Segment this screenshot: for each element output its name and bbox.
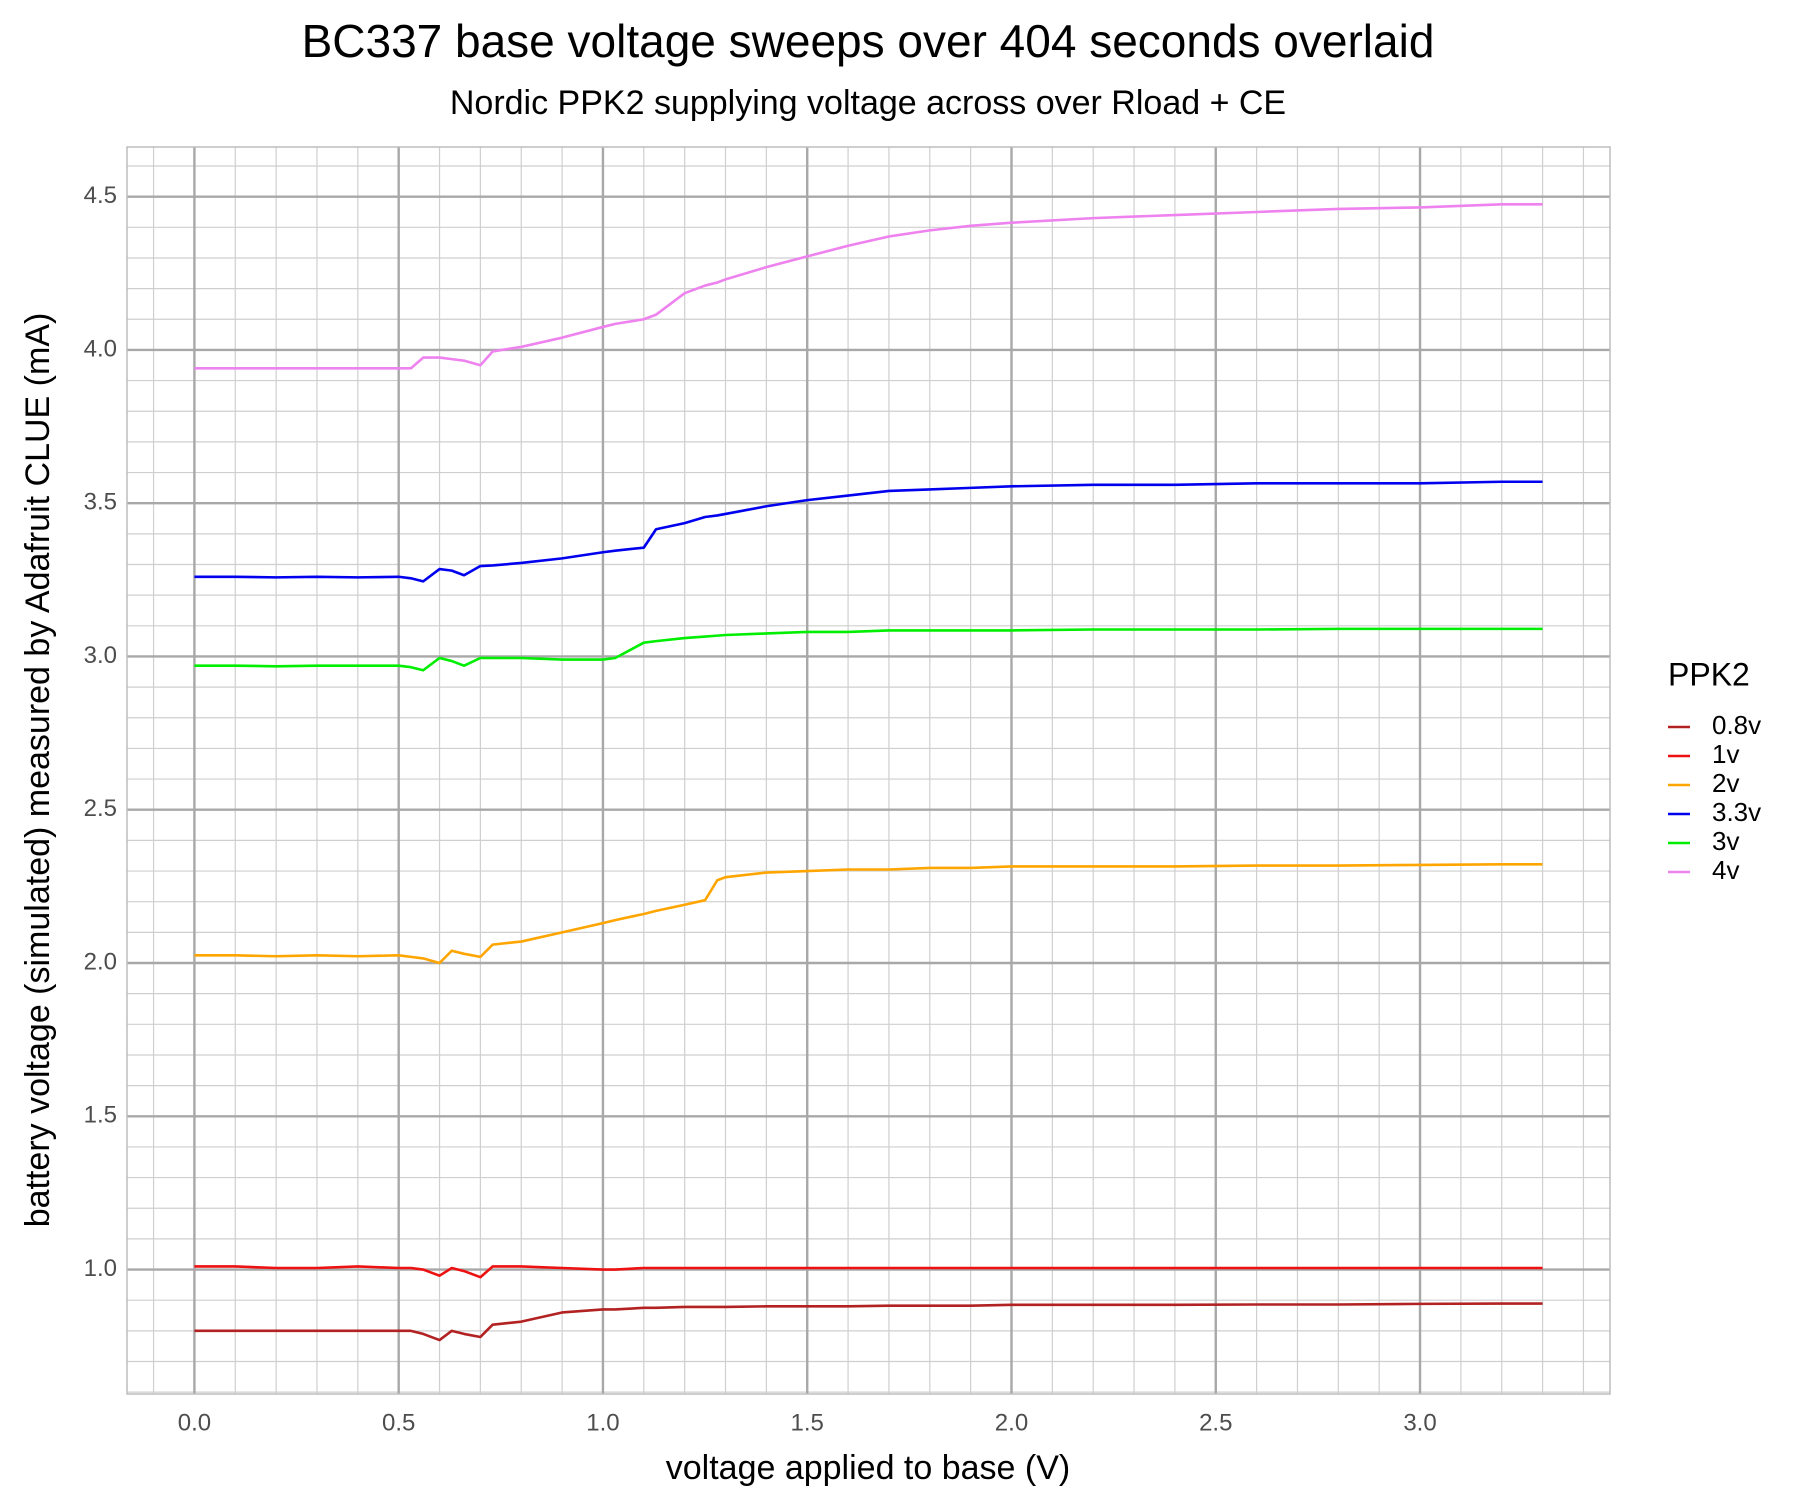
x-tick-label: 0.5 — [382, 1409, 415, 1436]
y-tick-label: 2.5 — [84, 795, 117, 822]
y-tick-label: 4.0 — [84, 335, 117, 362]
legend-label: 2v — [1712, 768, 1739, 798]
series-line — [194, 627, 1543, 672]
grid — [127, 147, 1610, 1394]
x-tick-label: 3.0 — [1403, 1409, 1436, 1436]
legend-label: 4v — [1712, 855, 1739, 885]
x-tick-label: 2.0 — [995, 1409, 1028, 1436]
y-tick-label: 3.5 — [84, 489, 117, 516]
series-line — [194, 863, 1543, 965]
series-line — [194, 1265, 1543, 1279]
legend-title: PPK2 — [1668, 656, 1750, 692]
x-tick-label: 1.0 — [586, 1409, 619, 1436]
legend-label: 3.3v — [1712, 797, 1761, 827]
series-line — [194, 480, 1543, 583]
panel-border — [126, 146, 1611, 1395]
chart-title: BC337 base voltage sweeps over 404 secon… — [302, 15, 1435, 67]
y-tick-label: 3.0 — [84, 642, 117, 669]
x-axis-label: voltage applied to base (V) — [666, 1449, 1070, 1487]
series-line — [194, 203, 1543, 370]
legend-label: 0.8v — [1712, 710, 1761, 740]
x-tick-label: 2.5 — [1199, 1409, 1232, 1436]
legend-label: 1v — [1712, 739, 1739, 769]
y-tick-label: 4.5 — [84, 182, 117, 209]
chart-subtitle: Nordic PPK2 supplying voltage across ove… — [450, 84, 1286, 122]
legend-label: 3v — [1712, 826, 1739, 856]
y-tick-label: 1.0 — [84, 1255, 117, 1282]
x-tick-label: 1.5 — [791, 1409, 824, 1436]
y-tick-label: 2.0 — [84, 948, 117, 975]
y-tick-label: 1.5 — [84, 1102, 117, 1129]
series-line — [194, 1302, 1543, 1342]
x-tick-label: 0.0 — [178, 1409, 211, 1436]
y-axis-label: battery voltage (simulated) measured by … — [19, 313, 57, 1228]
lines — [194, 203, 1543, 1342]
